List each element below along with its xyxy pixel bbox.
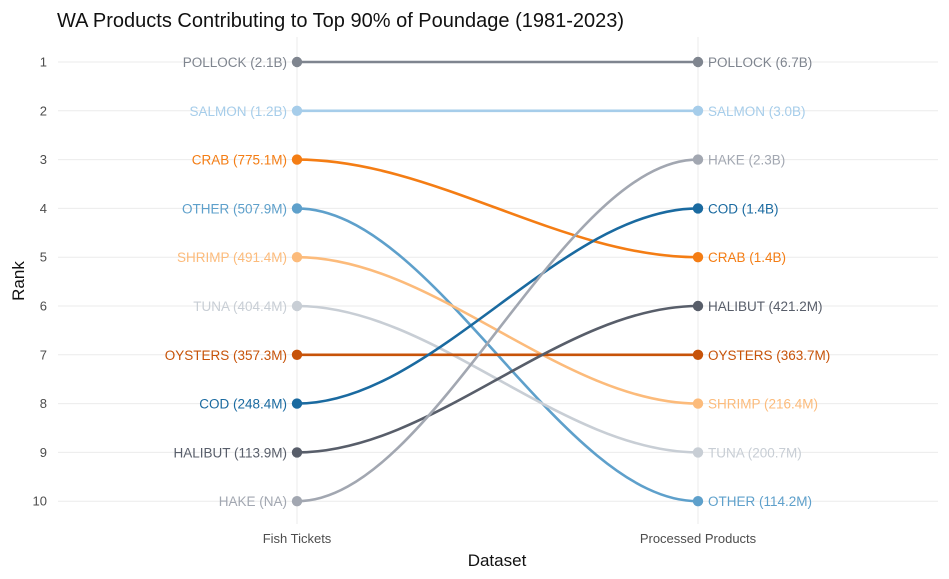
y-axis-title: Rank bbox=[9, 261, 28, 301]
point-other-fish-tickets bbox=[291, 203, 303, 214]
label-other-fish-tickets: OTHER (507.9M) bbox=[182, 201, 287, 216]
y-tick-label: 2 bbox=[40, 103, 47, 118]
point-crab-fish-tickets bbox=[291, 154, 303, 165]
label-halibut-fish-tickets: HALIBUT (113.9M) bbox=[173, 445, 287, 460]
y-tick-label: 8 bbox=[40, 396, 47, 411]
label-crab-fish-tickets: CRAB (775.1M) bbox=[192, 153, 287, 168]
label-shrimp-processed-products: SHRIMP (216.4M) bbox=[708, 397, 818, 412]
x-tick-label: Fish Tickets bbox=[263, 531, 332, 546]
point-other-processed-products bbox=[692, 496, 704, 507]
point-shrimp-fish-tickets bbox=[291, 252, 303, 263]
point-oysters-fish-tickets bbox=[291, 349, 303, 360]
point-pollock-processed-products bbox=[692, 56, 704, 68]
point-halibut-processed-products bbox=[692, 300, 704, 312]
label-tuna-fish-tickets: TUNA (404.4M) bbox=[193, 299, 287, 314]
y-tick-label: 5 bbox=[40, 250, 47, 265]
point-oysters-processed-products bbox=[692, 349, 704, 360]
label-pollock-processed-products: POLLOCK (6.7B) bbox=[708, 55, 812, 70]
point-crab-processed-products bbox=[692, 252, 704, 263]
point-tuna-processed-products bbox=[692, 447, 704, 458]
label-other-processed-products: OTHER (114.2M) bbox=[708, 494, 812, 509]
y-tick-label: 1 bbox=[40, 55, 47, 70]
y-tick-label: 9 bbox=[40, 445, 47, 460]
label-salmon-processed-products: SALMON (3.0B) bbox=[708, 104, 806, 119]
y-tick-label: 10 bbox=[33, 494, 47, 509]
point-pollock-fish-tickets bbox=[291, 56, 303, 68]
chart-title: WA Products Contributing to Top 90% of P… bbox=[57, 10, 624, 32]
label-oysters-fish-tickets: OYSTERS (357.3M) bbox=[165, 348, 287, 363]
point-cod-fish-tickets bbox=[291, 398, 303, 409]
label-cod-fish-tickets: COD (248.4M) bbox=[199, 397, 287, 412]
y-tick-label: 7 bbox=[40, 347, 47, 362]
label-oysters-processed-products: OYSTERS (363.7M) bbox=[708, 348, 830, 363]
label-hake-processed-products: HAKE (2.3B) bbox=[708, 153, 785, 168]
series-line-crab bbox=[296, 158, 699, 259]
y-tick-label: 3 bbox=[40, 152, 47, 167]
label-halibut-processed-products: HALIBUT (421.2M) bbox=[708, 299, 823, 314]
point-halibut-fish-tickets bbox=[291, 447, 303, 458]
series-line-cod bbox=[296, 207, 699, 405]
series-line-halibut bbox=[296, 304, 699, 454]
point-salmon-fish-tickets bbox=[291, 105, 303, 117]
point-cod-processed-products bbox=[692, 203, 704, 214]
label-pollock-fish-tickets: POLLOCK (2.1B) bbox=[183, 55, 287, 70]
x-axis-title: Dataset bbox=[468, 551, 527, 570]
label-crab-processed-products: CRAB (1.4B) bbox=[708, 250, 786, 265]
label-hake-fish-tickets: HAKE (NA) bbox=[219, 494, 287, 509]
series-lines bbox=[296, 60, 699, 503]
point-tuna-fish-tickets bbox=[291, 300, 303, 312]
point-salmon-processed-products bbox=[692, 105, 704, 117]
y-axis-ticks: 1 2 3 4 5 6 7 8 9 10 bbox=[33, 55, 47, 509]
series-line-hake bbox=[296, 158, 699, 503]
point-hake-fish-tickets bbox=[291, 496, 303, 507]
label-tuna-processed-products: TUNA (200.7M) bbox=[708, 445, 802, 460]
label-cod-processed-products: COD (1.4B) bbox=[708, 201, 779, 216]
label-salmon-fish-tickets: SALMON (1.2B) bbox=[189, 104, 287, 119]
series-points bbox=[291, 56, 704, 507]
x-tick-label: Processed Products bbox=[640, 531, 757, 546]
x-axis-ticks: Fish Tickets Processed Products bbox=[263, 531, 757, 546]
point-hake-processed-products bbox=[692, 154, 704, 165]
y-tick-label: 6 bbox=[40, 299, 47, 314]
label-shrimp-fish-tickets: SHRIMP (491.4M) bbox=[177, 250, 287, 265]
point-shrimp-processed-products bbox=[692, 398, 704, 409]
y-tick-label: 4 bbox=[40, 201, 47, 216]
point-labels: POLLOCK (2.1B) POLLOCK (6.7B) SALMON (1.2B… bbox=[165, 55, 831, 509]
